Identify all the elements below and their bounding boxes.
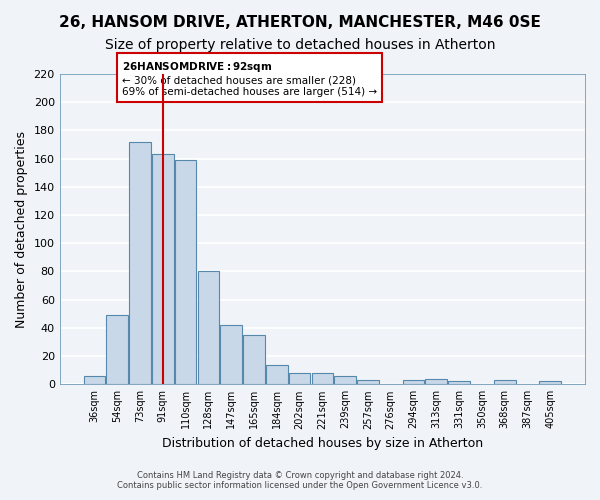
Text: $\bf{26 HANSOM DRIVE: 92sqm}$
← 30% of detached houses are smaller (228)
69% of : $\bf{26 HANSOM DRIVE: 92sqm}$ ← 30% of d… — [122, 60, 377, 97]
Bar — [197, 272, 219, 384]
Text: Contains HM Land Registry data © Crown copyright and database right 2024.
Contai: Contains HM Land Registry data © Crown c… — [118, 470, 482, 490]
Bar — [175, 160, 196, 384]
X-axis label: Distribution of detached houses by size in Atherton: Distribution of detached houses by size … — [162, 437, 483, 450]
Bar — [129, 142, 151, 384]
Bar — [311, 373, 333, 384]
Bar — [403, 380, 424, 384]
Bar — [152, 154, 173, 384]
Bar — [266, 364, 287, 384]
Y-axis label: Number of detached properties: Number of detached properties — [15, 130, 28, 328]
Bar — [448, 382, 470, 384]
Bar — [289, 373, 310, 384]
Bar — [539, 382, 561, 384]
Bar — [243, 335, 265, 384]
Bar — [83, 376, 105, 384]
Bar — [357, 380, 379, 384]
Bar — [106, 315, 128, 384]
Text: 26, HANSOM DRIVE, ATHERTON, MANCHESTER, M46 0SE: 26, HANSOM DRIVE, ATHERTON, MANCHESTER, … — [59, 15, 541, 30]
Bar — [425, 378, 447, 384]
Bar — [334, 376, 356, 384]
Bar — [494, 380, 515, 384]
Text: Size of property relative to detached houses in Atherton: Size of property relative to detached ho… — [105, 38, 495, 52]
Bar — [220, 325, 242, 384]
